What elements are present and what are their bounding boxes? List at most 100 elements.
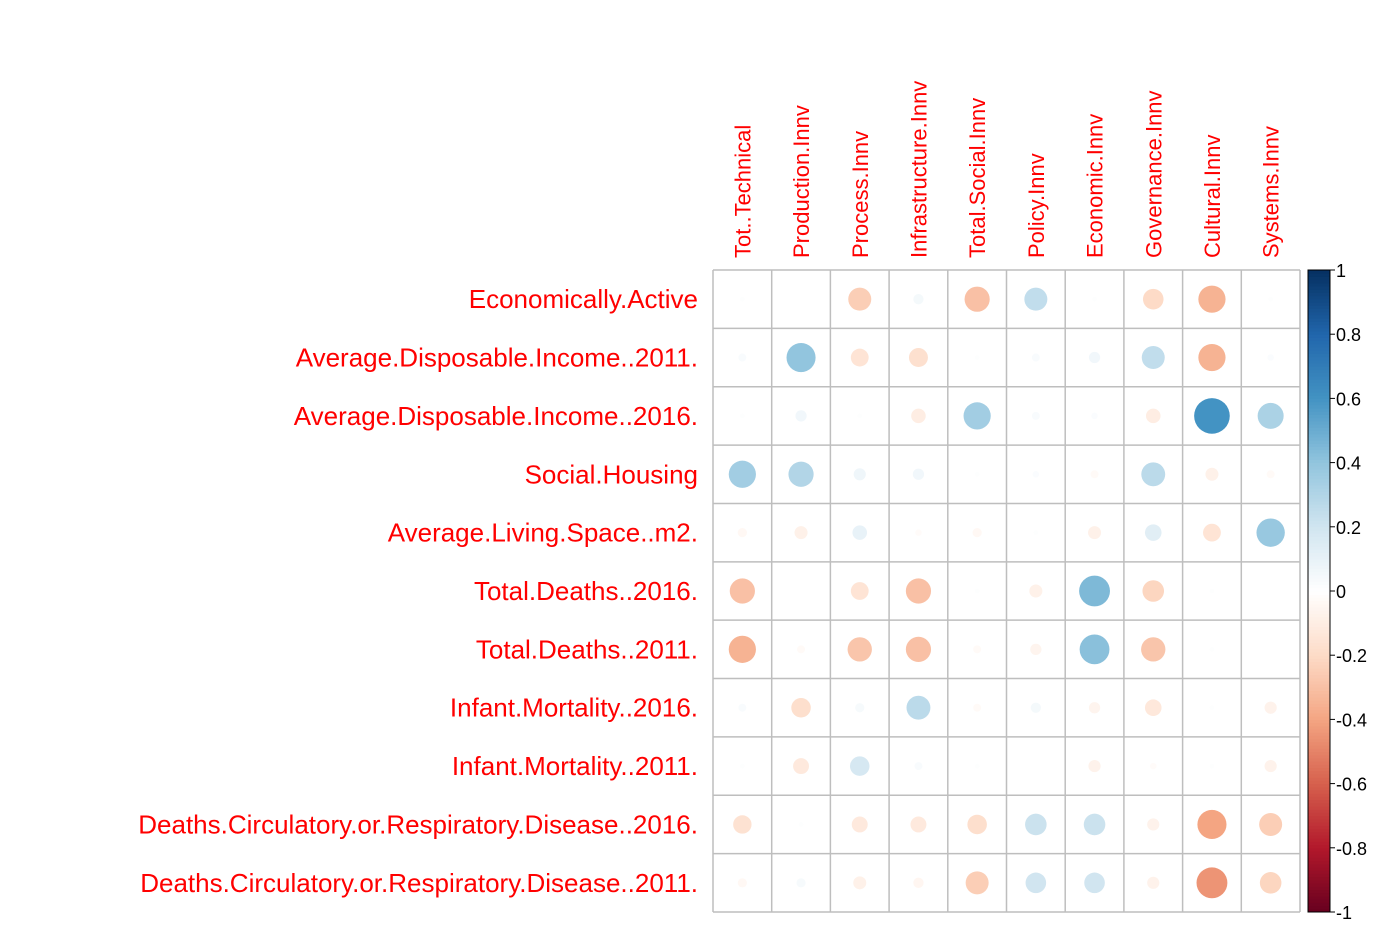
colorbar-segment: [1308, 700, 1330, 704]
corr-circle: [1141, 462, 1166, 487]
colorbar-segment: [1308, 764, 1330, 769]
corr-circle: [972, 528, 982, 538]
colorbar-segment: [1308, 674, 1330, 679]
colorbar-segment: [1308, 806, 1330, 810]
corr-circle: [853, 876, 867, 890]
colorbar-segment: [1308, 298, 1330, 303]
corr-circle: [1196, 867, 1228, 899]
corr-circle: [1205, 467, 1219, 481]
colorbar-segment: [1308, 834, 1330, 839]
colorbar-segment: [1308, 847, 1330, 852]
colorbar-segment: [1308, 822, 1330, 826]
colorbar-segment: [1308, 709, 1330, 714]
corr-circle: [1142, 580, 1165, 602]
column-label: Systems.Innv: [1259, 126, 1284, 258]
colorbar-segment: [1308, 366, 1330, 371]
colorbar-segment: [1308, 494, 1330, 499]
corr-circle: [963, 402, 991, 430]
corr-circle: [974, 471, 980, 477]
colorbar-segment: [1308, 754, 1330, 759]
colorbar-tick-label: -1: [1336, 903, 1352, 923]
corr-circle: [1084, 872, 1105, 894]
colorbar-segment: [1308, 491, 1330, 496]
colorbar-segment: [1308, 635, 1330, 640]
colorbar-segment: [1308, 696, 1330, 701]
colorbar-segment: [1308, 488, 1330, 492]
colorbar-segment: [1308, 436, 1330, 441]
colorbar-segment: [1308, 899, 1330, 903]
corr-circle: [728, 635, 756, 663]
row-label: Social.Housing: [525, 459, 698, 489]
corr-circle: [1032, 471, 1040, 478]
colorbar-segment: [1308, 725, 1330, 730]
corr-circle: [728, 460, 756, 488]
colorbar-segment: [1308, 286, 1330, 290]
corr-circle: [1203, 523, 1221, 542]
colorbar-segment: [1308, 359, 1330, 364]
colorbar-segment: [1308, 703, 1330, 708]
colorbar-segment: [1308, 603, 1330, 608]
colorbar-segment: [1308, 469, 1330, 473]
corr-circle: [1259, 872, 1282, 894]
corr-circle: [738, 353, 747, 362]
corr-circle: [791, 697, 811, 718]
corr-circle: [795, 410, 807, 422]
colorbar-segment: [1308, 626, 1330, 631]
colorbar-segment: [1308, 510, 1330, 515]
colorbar-tick-label: -0.4: [1336, 710, 1367, 730]
corr-circle: [737, 528, 747, 538]
colorbar-segment: [1308, 395, 1330, 399]
colorbar-segment: [1308, 905, 1330, 910]
corr-circle: [1030, 702, 1041, 713]
row-label: Average.Disposable.Income..2011.: [296, 343, 698, 373]
corr-circle: [794, 526, 808, 540]
colorbar-segment: [1308, 507, 1330, 512]
corr-circle: [798, 822, 804, 827]
colorbar-segment: [1308, 889, 1330, 894]
colorbar-segment: [1308, 302, 1330, 306]
corr-circle: [1144, 524, 1162, 541]
colorbar-segment: [1308, 459, 1330, 464]
colorbar-segment: [1308, 404, 1330, 409]
colorbar-segment: [1308, 780, 1330, 785]
corr-circle: [913, 877, 924, 888]
row-label: Deaths.Circulatory.or.Respiratory.Diseas…: [140, 868, 698, 898]
colorbar-segment: [1308, 574, 1330, 579]
corr-circle: [1266, 470, 1275, 479]
colorbar-segment: [1308, 745, 1330, 749]
colorbar-segment: [1308, 802, 1330, 807]
corr-circle: [1033, 530, 1039, 535]
colorbar-segment: [1308, 555, 1330, 560]
colorbar-segment: [1308, 629, 1330, 634]
corr-circle: [852, 525, 868, 540]
colorbar-segment: [1308, 748, 1330, 752]
corr-circle: [857, 413, 863, 419]
colorbar-segment: [1308, 722, 1330, 727]
colorbar-segment: [1308, 446, 1330, 451]
corr-circle: [796, 878, 806, 888]
row-label: Average.Living.Space..m2.: [388, 518, 698, 548]
colorbar-segment: [1308, 844, 1330, 849]
colorbar-segment: [1308, 886, 1330, 891]
colorbar-segment: [1308, 452, 1330, 457]
colorbar-segment: [1308, 796, 1330, 801]
colorbar-tick-label: 1: [1336, 261, 1346, 281]
colorbar-segment: [1308, 424, 1330, 428]
corr-circle: [788, 461, 814, 487]
colorbar-segment: [1308, 828, 1330, 833]
colorbar-segment: [1308, 838, 1330, 842]
colorbar-tick-label: 0.8: [1336, 325, 1361, 345]
colorbar-segment: [1308, 443, 1330, 448]
colorbar-segment: [1308, 318, 1330, 322]
colorbar-segment: [1308, 379, 1330, 383]
colorbar-segment: [1308, 504, 1330, 509]
row-label: Infant.Mortality..2011.: [452, 751, 698, 781]
corr-circle: [1083, 813, 1106, 836]
corr-circle: [1031, 411, 1040, 420]
colorbar-segment: [1308, 391, 1330, 396]
colorbar-segment: [1308, 770, 1330, 775]
colorbar-segment: [1308, 295, 1330, 300]
colorbar-segment: [1308, 873, 1330, 878]
colorbar-segment: [1308, 600, 1330, 605]
colorbar-segment: [1308, 741, 1330, 746]
